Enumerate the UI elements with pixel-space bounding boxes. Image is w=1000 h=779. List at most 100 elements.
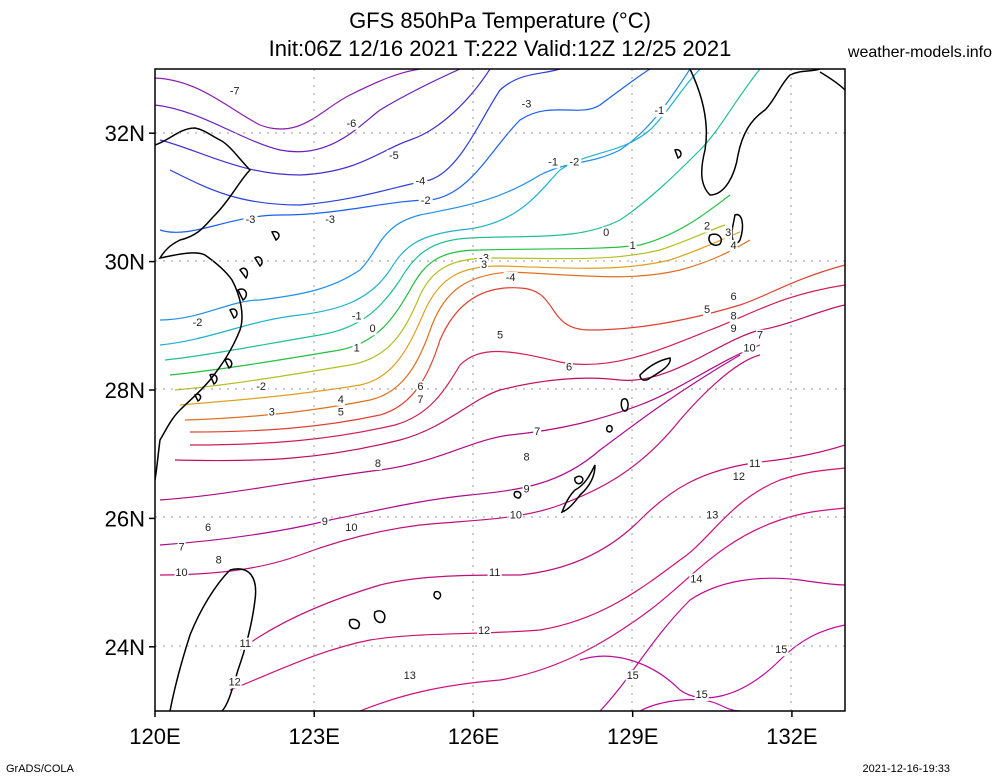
korea-jeju-area <box>674 148 682 160</box>
contour-label-bg <box>625 669 640 682</box>
contour-label: 9 <box>322 516 328 528</box>
isotherm-minus1 <box>159 69 701 346</box>
x-tick-label: 123E <box>289 724 340 749</box>
contour-label-bg <box>177 541 186 554</box>
contour-label-bg <box>344 522 359 535</box>
contour-label-bg <box>214 554 223 567</box>
contour-label-bg <box>238 637 253 650</box>
footer-software: GrADS/COLA <box>6 763 74 775</box>
contour-label: 0 <box>370 323 376 335</box>
contour-label: 10 <box>510 509 522 521</box>
contour-label: -3 <box>246 214 256 226</box>
contour-label-bg <box>373 458 382 471</box>
contour-label: -2 <box>193 317 203 329</box>
contour-label: 11 <box>749 458 760 470</box>
contour-label: 12 <box>228 676 240 688</box>
contour-label: 12 <box>478 625 490 637</box>
y-tick-label: 30N <box>105 250 145 275</box>
contour-label: 3 <box>481 259 487 271</box>
contour-label: 10 <box>743 342 755 354</box>
contour-label-bg <box>227 85 242 98</box>
contour-label-bg <box>352 342 361 355</box>
contour-label: 7 <box>417 394 423 406</box>
contour-label: -3 <box>479 253 489 265</box>
contour-label: 11 <box>489 567 500 579</box>
contour-label-bg <box>731 470 746 483</box>
y-tick-label: 26N <box>105 506 145 531</box>
contour-label: 1 <box>354 342 360 354</box>
footer-timestamp: 2021-12-16-19:33 <box>862 763 950 775</box>
isotherm-minus7 <box>155 69 421 130</box>
ishigaki-island <box>348 610 386 630</box>
contour-label: 3 <box>725 227 731 239</box>
x-tick-label: 120E <box>129 724 180 749</box>
contour-label: 8 <box>216 554 222 566</box>
contour-label-bg <box>227 676 242 689</box>
contour-label-bg <box>519 98 534 111</box>
x-tick-label: 129E <box>607 724 658 749</box>
contour-label-bg <box>546 156 561 169</box>
contour-label: 11 <box>240 638 251 650</box>
japan-east <box>819 71 845 91</box>
x-tick-label: 132E <box>766 724 817 749</box>
isotherm-contours <box>155 69 845 711</box>
y-tick-label: 32N <box>105 121 145 146</box>
contour-label: -1 <box>654 105 664 117</box>
contour-label-bg <box>416 381 425 393</box>
contour-label: -2 <box>569 156 579 168</box>
contour-label: 5 <box>704 304 710 316</box>
contour-label: 7 <box>757 330 763 342</box>
contour-label: -3 <box>522 99 532 111</box>
contour-label-bg <box>418 194 433 207</box>
contour-label-bg <box>508 509 523 522</box>
okinawa-outlier <box>574 475 584 485</box>
contour-label-bg <box>703 303 711 316</box>
contour-label: 15 <box>775 644 787 656</box>
china-coast <box>155 127 252 481</box>
contour-label: 13 <box>706 509 718 521</box>
contour-label-bg <box>756 329 765 342</box>
contour-label-bg <box>386 149 401 162</box>
okinawa <box>560 464 596 514</box>
contour-label-bg <box>533 425 542 438</box>
isotherm-2 <box>174 224 726 391</box>
contour-label: 6 <box>205 522 211 534</box>
isotherm-15 <box>579 624 845 699</box>
contour-label: -3 <box>325 214 335 226</box>
contour-label: 2 <box>704 221 710 233</box>
contour-label-bg <box>724 226 733 239</box>
isotherm-5 <box>189 264 845 433</box>
isotherm-6 <box>189 284 845 446</box>
contour-label-bg <box>323 214 338 227</box>
contour-label-bg <box>729 239 738 252</box>
contour-label: 9 <box>523 484 529 496</box>
contour-label-bg <box>336 393 345 406</box>
contour-label: -4 <box>506 272 516 284</box>
map-frame <box>154 68 846 712</box>
contour-label-bg <box>747 458 762 471</box>
contour-label-bg <box>480 259 489 272</box>
contour-label-bg <box>602 226 611 239</box>
contour-label: -2 <box>256 381 266 393</box>
contour-label: -1 <box>548 156 558 168</box>
contour-label-bg <box>689 573 704 586</box>
yakushima <box>708 233 722 247</box>
contour-label: 9 <box>730 323 736 335</box>
contour-label-bg <box>190 316 205 329</box>
x-tick-label: 126E <box>448 724 499 749</box>
contour-label: 15 <box>696 689 708 701</box>
contour-label-bg <box>565 361 573 374</box>
contour-label-bg <box>742 342 757 355</box>
taiwan <box>169 568 257 711</box>
isotherm-14 <box>599 577 845 711</box>
coastlines <box>155 69 845 711</box>
contour-label: -1 <box>352 310 362 322</box>
map-title-line1: GFS 850hPa Temperature (°C) <box>349 8 651 33</box>
isotherm-10 <box>159 354 761 576</box>
contour-label-bg <box>729 291 738 304</box>
contour-label: 4 <box>730 240 736 252</box>
contour-label: 10 <box>345 522 357 534</box>
contour-label: -2 <box>421 195 431 207</box>
contour-label-bg <box>487 567 502 580</box>
